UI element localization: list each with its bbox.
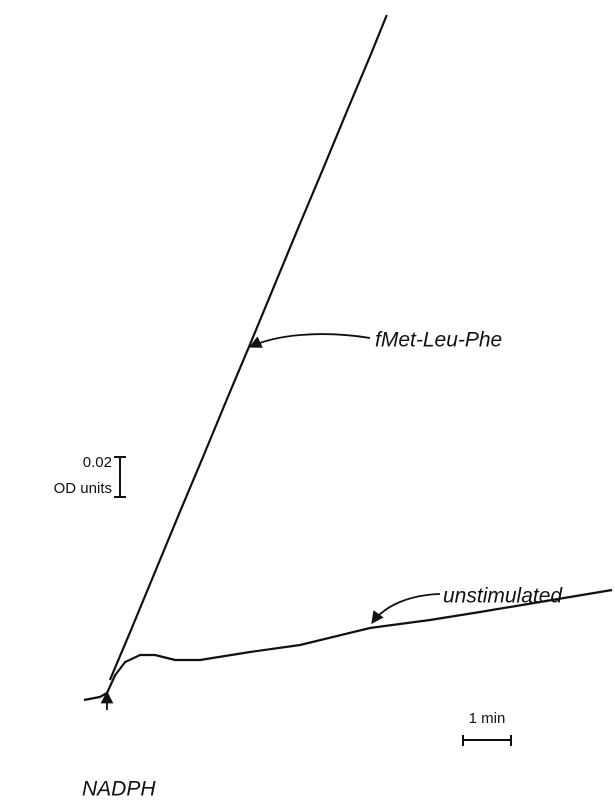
series-label: fMet-Leu-Phe — [375, 329, 502, 352]
scale-bar — [114, 456, 126, 498]
scale-label: 1 min — [469, 710, 506, 727]
scale-unit: OD units — [54, 480, 112, 497]
trace — [108, 14, 388, 681]
scale-bar — [462, 735, 512, 746]
arrow — [248, 333, 371, 348]
series-label: unstimulated — [443, 585, 563, 608]
scale-label: 0.02 — [83, 454, 112, 471]
trace — [83, 588, 613, 702]
annotation: NADPH — [82, 778, 156, 801]
arrow — [371, 593, 441, 625]
